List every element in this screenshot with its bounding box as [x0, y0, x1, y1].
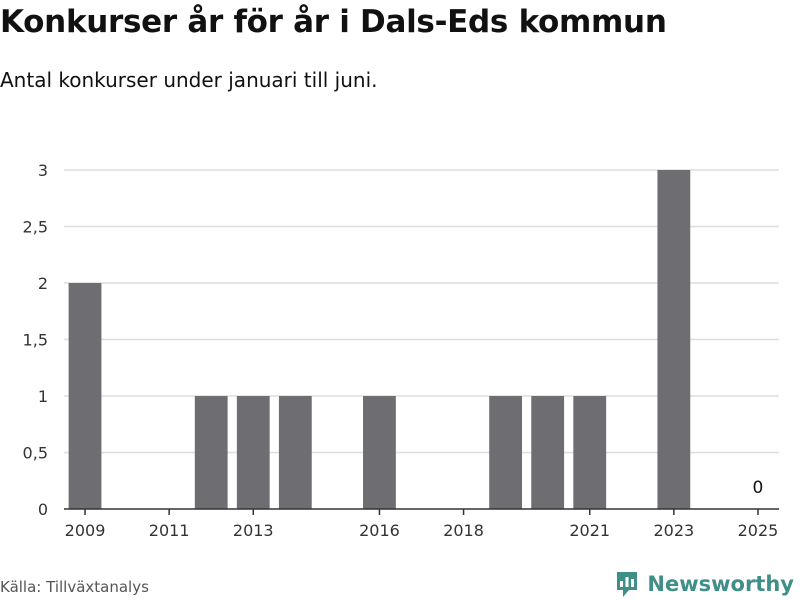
bar-2021	[573, 396, 607, 509]
x-tick-label: 2018	[443, 521, 484, 540]
chart-subtitle: Antal konkurser under januari till juni.	[0, 68, 378, 92]
bar-2016	[363, 396, 396, 509]
bar-2019	[489, 396, 523, 509]
bar-2013	[236, 396, 270, 509]
bar-2014	[278, 396, 312, 509]
y-tick-label: 2,5	[23, 218, 48, 237]
brand-name: Newsworthy	[647, 572, 794, 596]
data-label: 0	[753, 478, 764, 498]
bar-2009	[68, 283, 102, 509]
x-tick-label: 2025	[738, 521, 779, 540]
x-tick-label: 2011	[149, 521, 190, 540]
bar-2020	[531, 396, 565, 509]
x-tick-label: 2023	[653, 521, 694, 540]
source-note: Källa: Tillväxtanalys	[0, 578, 149, 596]
x-tick-label: 2021	[569, 521, 610, 540]
y-tick-label: 1	[38, 387, 48, 406]
chart-title: Konkurser år för år i Dals-Eds kommun	[0, 4, 667, 40]
bar-2012	[194, 396, 228, 509]
y-tick-label: 1,5	[23, 331, 48, 350]
y-tick-label: 3	[38, 161, 48, 180]
y-tick-label: 2	[38, 274, 48, 293]
brand-logo: Newsworthy	[615, 568, 794, 600]
x-tick-label: 2013	[233, 521, 274, 540]
newsworthy-logo-icon	[617, 572, 638, 597]
bar-2023	[657, 170, 691, 509]
y-tick-label: 0,5	[23, 444, 48, 463]
bar-chart: 0 0,5 1 1,5 2 2,5 3 2009 2011 2013 2016 2018 2021 202…	[23, 161, 779, 540]
x-tick-label: 2009	[65, 521, 106, 540]
y-tick-label: 0	[38, 500, 48, 519]
x-tick-label: 2016	[359, 521, 400, 540]
